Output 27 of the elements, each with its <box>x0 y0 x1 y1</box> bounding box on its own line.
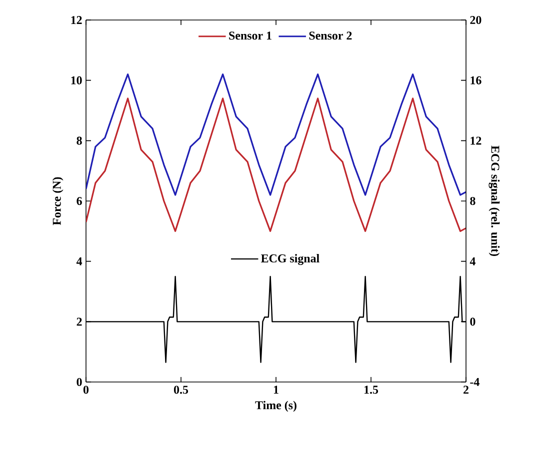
y-tick-label: 8 <box>76 136 82 145</box>
y2-tick-label: 12 <box>470 136 482 145</box>
legend-label: Sensor 1 <box>229 32 272 40</box>
y2-tick-label: 16 <box>470 76 482 84</box>
x-tick-label: 2 <box>464 386 468 394</box>
y2-tick-label: 20 <box>470 16 482 24</box>
x-tick-label: 0.5 <box>174 386 188 394</box>
x-axis-title: Time (s) <box>255 400 296 412</box>
y-tick-label: 2 <box>76 318 82 326</box>
x-tick-label: 1 <box>274 386 278 394</box>
y-tick-label: 6 <box>76 196 82 206</box>
line-series <box>86 73 466 196</box>
y2-tick-label: -4 <box>470 378 480 386</box>
y2-axis-title: ECG signal (rel. unit) <box>488 146 500 256</box>
y-tick-label: 0 <box>76 378 82 386</box>
y-axis-title: Force (N) <box>52 177 64 226</box>
x-tick-label: 1.5 <box>364 386 378 394</box>
line-series <box>86 98 466 232</box>
y-tick-label: 4 <box>76 257 82 266</box>
y-tick-label: 12 <box>71 16 82 24</box>
y2-tick-label: 4 <box>470 257 476 266</box>
y-tick-label: 10 <box>71 76 82 84</box>
legend-label: ECG signal <box>261 254 320 265</box>
x-tick-label: 0 <box>83 386 89 394</box>
legend-label: Sensor 2 <box>309 32 352 40</box>
y2-tick-label: 8 <box>470 196 476 206</box>
y2-tick-label: 0 <box>470 318 476 326</box>
